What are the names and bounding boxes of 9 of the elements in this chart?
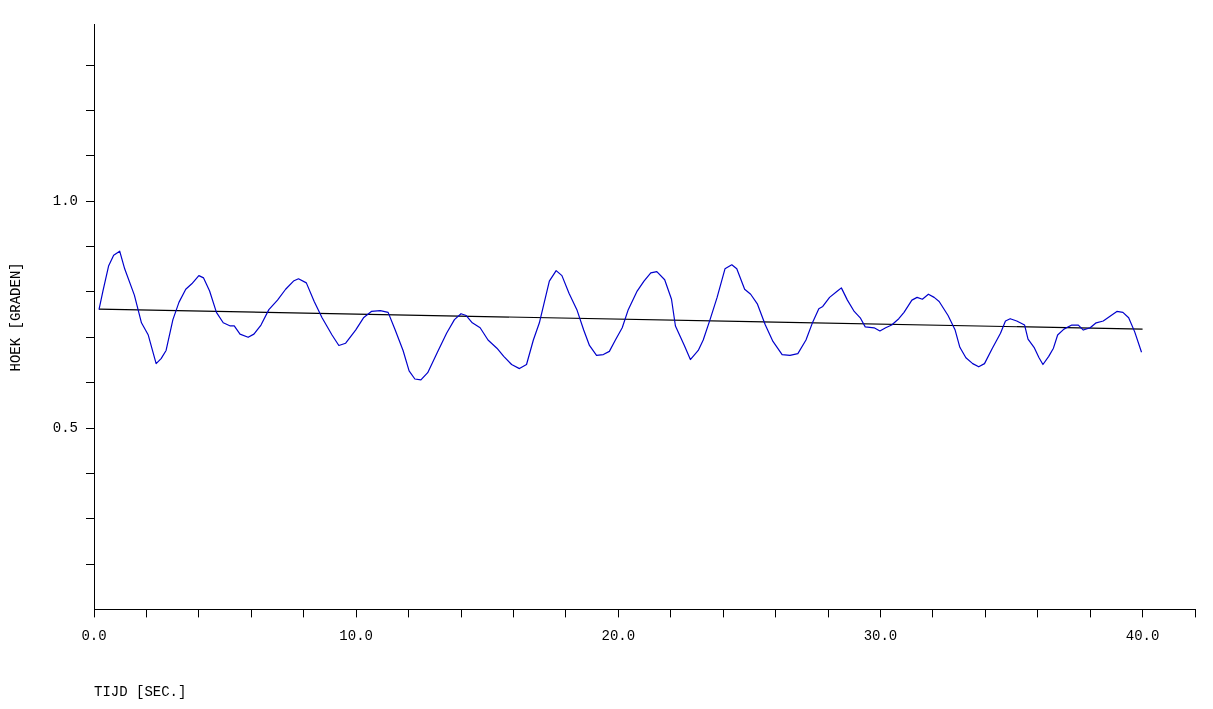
x-axis-title: TIJD [SEC.] bbox=[94, 684, 187, 701]
x-tick-label: 30.0 bbox=[863, 627, 898, 644]
y-axis-title: HOEK [GRADEN] bbox=[8, 262, 25, 372]
y-tick-label: 0.5 bbox=[52, 419, 78, 436]
x-tick-label: 20.0 bbox=[601, 627, 636, 644]
x-tick-label: 0.0 bbox=[81, 627, 107, 644]
x-tick-label: 40.0 bbox=[1125, 627, 1160, 644]
x-tick-label: 10.0 bbox=[339, 627, 373, 644]
y-tick-label: 1.0 bbox=[52, 192, 78, 209]
